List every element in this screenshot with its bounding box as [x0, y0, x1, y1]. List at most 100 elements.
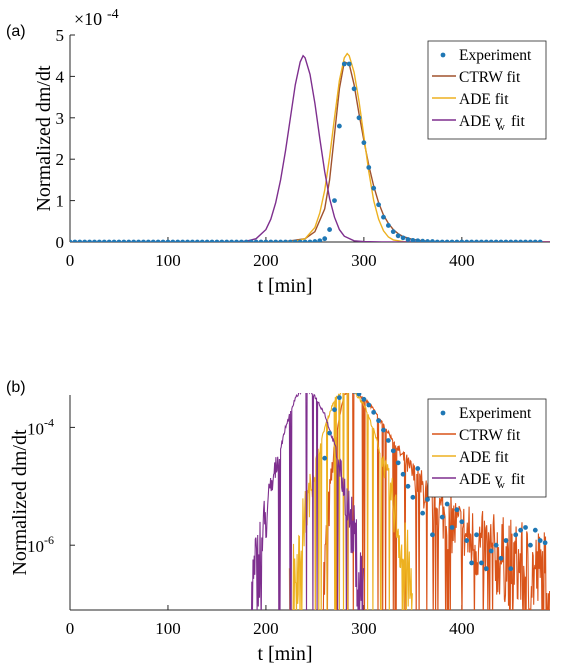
experiment-point — [483, 239, 489, 242]
experiment-point — [425, 239, 430, 242]
y-axis-label: Normalized dm/dt — [33, 65, 55, 212]
legend-label-subscript: w — [497, 479, 505, 491]
experiment-point — [439, 514, 445, 520]
experiment-point — [253, 239, 259, 242]
experiment-point — [263, 239, 269, 242]
y-tick-label: 5 — [56, 26, 65, 45]
experiment-point — [258, 239, 264, 242]
experiment-point — [121, 239, 127, 242]
experiment-point — [444, 501, 450, 507]
experiment-point — [131, 239, 137, 242]
experiment-point — [425, 496, 430, 502]
experiment-point — [395, 233, 401, 239]
experiment-point — [464, 239, 470, 242]
experiment-point — [356, 115, 362, 121]
y-tick-label: 1 — [56, 192, 65, 211]
experiment-point — [77, 239, 83, 242]
experiment-point — [532, 527, 538, 533]
x-tick-label: 400 — [449, 251, 475, 270]
experiment-point — [420, 238, 426, 242]
experiment-point — [371, 185, 377, 191]
experiment-point — [371, 409, 377, 415]
experiment-point — [361, 140, 367, 146]
chart-panel-a: (a) 0 100 200 300 400 t [min] 0 1 2 3 4 5 ×10 -4 Normal… — [6, 7, 550, 297]
experiment-point — [415, 238, 421, 242]
experiment-point — [532, 239, 538, 242]
experiment-point — [101, 239, 107, 242]
experiment-point — [410, 494, 416, 500]
experiment-point — [420, 510, 426, 516]
experiment-point — [292, 239, 298, 242]
y-tick-label: 0 — [56, 233, 65, 252]
x-tick-label: 100 — [155, 251, 181, 270]
legend-marker — [440, 52, 446, 58]
experiment-point — [136, 239, 141, 242]
experiment-point — [537, 239, 543, 242]
x-tick-label: 300 — [351, 619, 377, 638]
series-ade-vw-fit — [70, 54, 550, 242]
series-ctrw-fit — [322, 393, 550, 610]
y-tick-label: 2 — [56, 150, 65, 169]
y-exponent-power: -4 — [107, 7, 119, 22]
experiment-point — [352, 393, 356, 394]
x-tick-label: 0 — [66, 619, 75, 638]
experiment-point — [356, 393, 362, 397]
experiment-point — [336, 395, 342, 401]
experiment-point — [297, 239, 303, 242]
experiment-point — [224, 239, 230, 242]
experiment-point — [160, 239, 166, 242]
experiment-point — [283, 239, 288, 242]
experiment-point — [116, 239, 122, 242]
experiment-point — [434, 239, 440, 242]
experiment-point — [150, 239, 156, 242]
experiment-point — [145, 239, 151, 242]
experiment-point — [194, 239, 200, 242]
series-experiment — [70, 61, 543, 242]
experiment-point — [170, 239, 176, 242]
legend-box — [427, 398, 547, 498]
panel-label: (a) — [6, 23, 26, 40]
experiment-point — [327, 227, 332, 232]
x-tick-label: 400 — [449, 619, 475, 638]
experiment-point — [234, 239, 239, 242]
series-ade-fit — [288, 393, 413, 610]
experiment-point — [493, 542, 499, 548]
experiment-point — [542, 540, 548, 546]
experiment-point — [508, 566, 514, 572]
plot-area — [251, 388, 550, 610]
experiment-point — [185, 239, 190, 242]
experiment-point — [498, 239, 504, 242]
experiment-point — [479, 560, 484, 566]
experiment-point — [175, 239, 181, 242]
experiment-point — [180, 239, 186, 242]
experiment-point — [155, 239, 161, 242]
experiment-point — [459, 519, 465, 525]
experiment-point — [400, 235, 406, 241]
y-tick-label: 4 — [56, 67, 65, 86]
experiment-point — [415, 466, 421, 471]
experiment-point — [351, 86, 357, 92]
experiment-point — [307, 239, 313, 242]
experiment-point — [229, 239, 235, 242]
experiment-point — [141, 239, 146, 242]
experiment-point — [449, 525, 455, 530]
experiment-point — [347, 388, 352, 393]
experiment-point — [190, 239, 195, 242]
experiment-point — [381, 214, 386, 220]
experiment-point — [165, 239, 171, 242]
experiment-point — [474, 239, 479, 242]
experiment-point — [376, 418, 381, 424]
legend-label-subscript: w — [497, 121, 505, 133]
y-tick-label-exp: -4 — [44, 415, 54, 429]
experiment-point — [503, 239, 509, 242]
x-axis-label: t [min] — [258, 275, 313, 297]
experiment-point — [82, 239, 88, 242]
legend-label: Experiment — [459, 405, 532, 422]
experiment-point — [449, 239, 455, 242]
experiment-point — [523, 525, 528, 530]
legend-marker — [440, 410, 446, 416]
y-axis-label: Normalized dm/dt — [9, 429, 31, 576]
legend-label: ADE v — [459, 113, 503, 130]
experiment-point — [199, 239, 205, 242]
experiment-point — [302, 239, 308, 242]
